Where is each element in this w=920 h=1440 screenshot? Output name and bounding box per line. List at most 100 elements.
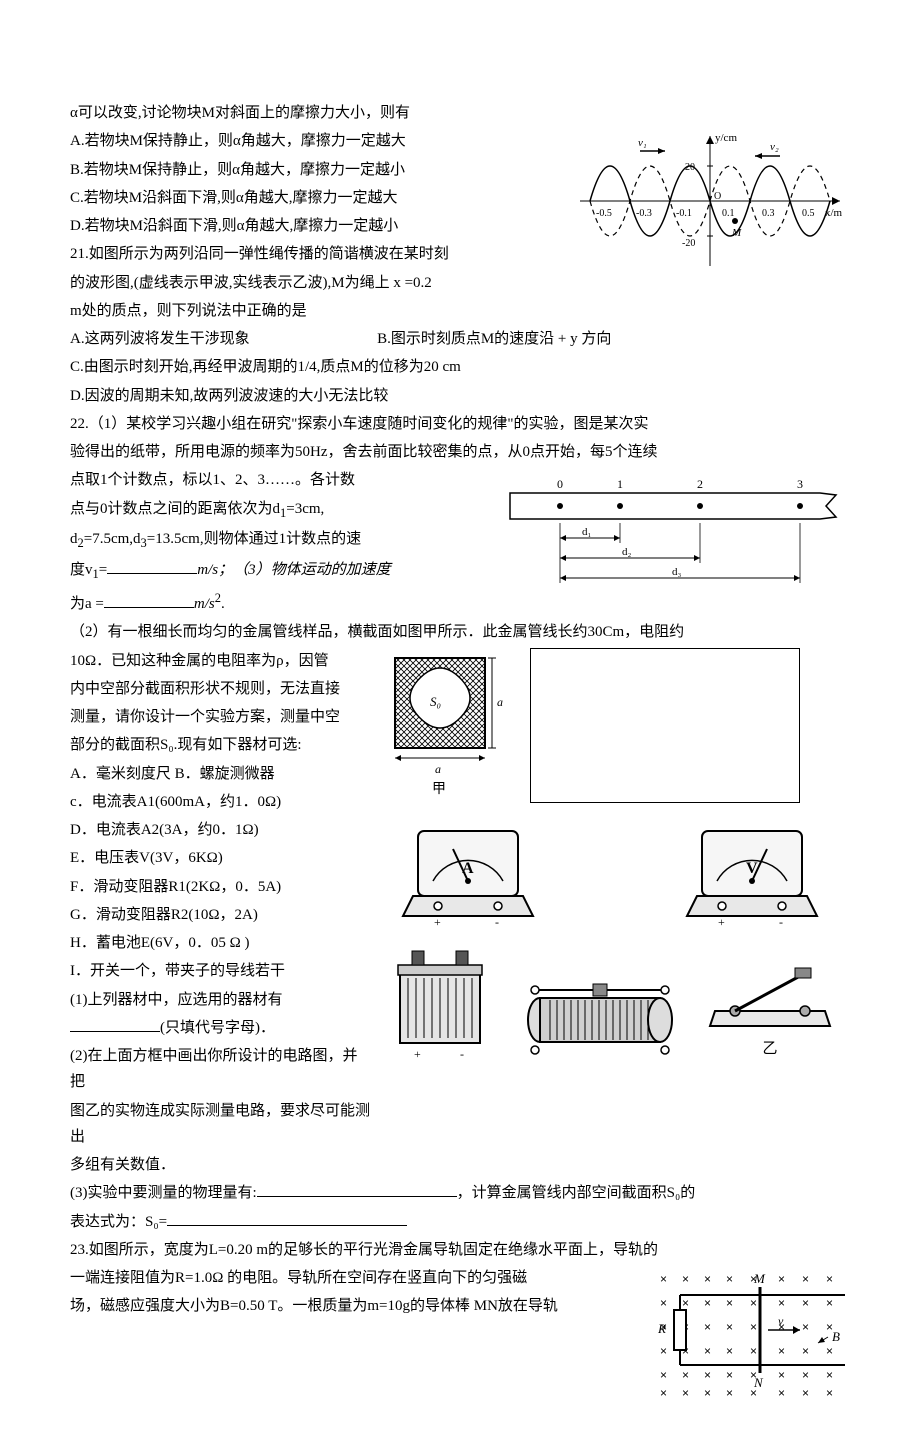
q22-2-intro1: （2）有一根细长而均匀的金属管线样品，横截面如图甲所示．此金属管线长约30Cm，… (70, 619, 850, 645)
svg-text:×: × (660, 1272, 667, 1286)
svg-text:M: M (753, 1271, 766, 1286)
q22-line7: 为a =m/s2. (70, 588, 500, 617)
q22-2-F: F．滑动变阻器R1(2KΩ，0．5A) (70, 874, 370, 900)
q23-line1: 23.如图所示，宽度为L=0.20 m的足够长的平行光滑金属导轨固定在绝缘水平面… (70, 1237, 850, 1263)
q22-line4: 点与0计数点之间的距离依次为d1=3cm, (70, 496, 500, 525)
svg-text:v₂: v₂ (770, 141, 779, 153)
q22-line3: 点取1个计数点，标以1、2、3……。各计数 (70, 467, 500, 493)
rail-figure: ×××××××× ×××××××× ×××××××× ×××××××× ××××… (650, 1265, 850, 1400)
wave-ylabel: y/cm (715, 132, 737, 144)
q22-2-sub2b: 图乙的实物连成实际测量电路，要求尽可能测出 (70, 1098, 370, 1151)
svg-text:×: × (682, 1386, 689, 1400)
blank-S0-expression (167, 1209, 407, 1226)
q21-intro3: m处的质点，则下列说法中正确的是 (70, 298, 570, 324)
svg-text:-0.3: -0.3 (636, 208, 652, 219)
svg-text:×: × (726, 1386, 733, 1400)
svg-text:×: × (802, 1368, 809, 1382)
svg-text:×: × (704, 1272, 711, 1286)
wave-figure: y/cm x/m 20 -20 -0.5 -0.3 -0.1 0.1 0.3 0… (570, 126, 850, 276)
q22-2-text: 10Ω．已知这种金属的电阻率为ρ，因管 内中空部分截面积形状不规则，无法直接 测… (70, 648, 370, 1181)
svg-text:v: v (778, 1314, 784, 1328)
q21-C: C.由图示时刻开始,再经甲波周期的1/4,质点M的位移为20 cm (70, 354, 850, 380)
q21-A: A.这两列波将发生干涉现象 (70, 331, 250, 347)
q23-line3: 场，磁感应强度大小为B=0.50 T。一根质量为m=10g的导体棒 MN放在导轨 (70, 1293, 650, 1319)
q22-2-intro4: 测量，请你设计一个实验方案，测量中空 (70, 704, 370, 730)
svg-text:d₃: d₃ (672, 566, 682, 578)
svg-text:×: × (726, 1272, 733, 1286)
q22-2-intro5: 部分的截面积S₀.现有如下器材可选: (70, 732, 370, 758)
q22-2-D: D．电流表A2(3A，约0．1Ω) (70, 817, 370, 843)
q22-line2: 验得出的纸带，所用电源的频率为50Hz，舍去前面比较密集的点，从0点开始，每5个… (70, 439, 850, 465)
q22-2-sub1a: (1)上列器材中，应选用的器材有 (70, 987, 370, 1013)
blank-v1 (107, 558, 197, 575)
svg-text:A: A (462, 860, 474, 877)
q23-block: 一端连接阻值为R=1.0Ω 的电阻。导轨所在空间存在竖直向下的匀强磁 场，磁感应… (70, 1265, 850, 1400)
svg-text:×: × (682, 1368, 689, 1382)
q22-2-sub2a: (2)在上面方框中画出你所设计的电路图，并把 (70, 1043, 370, 1096)
svg-text:0.1: 0.1 (722, 208, 735, 219)
svg-text:0: 0 (557, 477, 563, 491)
q21-intro1: 21.如图所示为两列沿同一弹性绳传播的简谐横波在某时刻 (70, 241, 570, 267)
svg-text:O: O (714, 191, 721, 202)
svg-text:-20: -20 (682, 238, 695, 249)
blank-a (104, 592, 194, 609)
svg-text:-0.5: -0.5 (596, 208, 612, 219)
svg-text:×: × (802, 1296, 809, 1310)
q22-line1: 22.（1）某校学习兴趣小组在研究"探索小车速度随时间变化的规律"的实验，图是某… (70, 411, 850, 437)
svg-text:×: × (726, 1320, 733, 1334)
svg-text:a: a (435, 762, 441, 776)
voltmeter-figure: V + - (682, 821, 822, 931)
svg-text:-: - (495, 915, 499, 929)
svg-text:v₁: v₁ (638, 137, 647, 149)
svg-text:×: × (660, 1296, 667, 1310)
svg-text:-0.1: -0.1 (676, 208, 692, 219)
q22-2-intro2: 10Ω．已知这种金属的电阻率为ρ，因管 (70, 648, 370, 674)
svg-text:+: + (434, 915, 441, 929)
svg-text:-: - (460, 1047, 464, 1061)
svg-text:×: × (826, 1296, 833, 1310)
svg-text:B: B (832, 1329, 840, 1344)
svg-text:×: × (726, 1344, 733, 1358)
q21-D: D.因波的周期未知,故两列波波速的大小无法比较 (70, 383, 850, 409)
q21-intro2: 的波形图,(虚线表示甲波,实线表示乙波),M为绳上 x =0.2 (70, 270, 570, 296)
svg-text:-: - (779, 915, 783, 929)
svg-text:×: × (704, 1320, 711, 1334)
q22-line6: 度v1=m/s；（3）物体运动的加速度 (70, 557, 500, 586)
q22-2-block: 10Ω．已知这种金属的电阻率为ρ，因管 内中空部分截面积形状不规则，无法直接 测… (70, 648, 850, 1181)
rheostat-figure (515, 978, 685, 1063)
q20-B: B.若物块M保持静止，则α角越大，摩擦力一定越小 (70, 157, 570, 183)
q20-q21-block: α可以改变,讨论物块M对斜面上的摩擦力大小，则有 A.若物块M保持静止，则α角越… (70, 100, 850, 326)
svg-text:×: × (802, 1386, 809, 1400)
q22-2-sub1b: (只填代号字母)． (70, 1015, 370, 1041)
blank-choices (70, 1015, 160, 1032)
q20-A: A.若物块M保持静止，则α角越大，摩擦力一定越大 (70, 128, 570, 154)
svg-text:×: × (778, 1296, 785, 1310)
svg-text:×: × (726, 1368, 733, 1382)
svg-text:×: × (778, 1272, 785, 1286)
q22-2-I: I．开关一个，带夹子的导线若干 (70, 958, 370, 984)
svg-text:×: × (704, 1296, 711, 1310)
svg-text:×: × (660, 1368, 667, 1382)
svg-text:×: × (750, 1344, 757, 1358)
svg-text:0.5: 0.5 (802, 208, 815, 219)
svg-text:×: × (778, 1344, 785, 1358)
q22-2-E: E．电压表V(3V，6KΩ) (70, 845, 370, 871)
q22-2-H: H．蓄电池E(6V，0．05 Ω ) (70, 930, 370, 956)
q22-2-A: A．毫米刻度尺 B．螺旋测微器 (70, 761, 370, 787)
q22-2-intro3: 内中空部分截面积形状不规则，无法直接 (70, 676, 370, 702)
svg-text:×: × (750, 1320, 757, 1334)
realistic-caption: 乙 (700, 1036, 840, 1062)
svg-text:+: + (414, 1047, 421, 1061)
q21-AB-row: A.这两列波将发生干涉现象 B.图示时刻质点M的速度沿 + y 方向 (70, 326, 850, 352)
svg-text:×: × (826, 1368, 833, 1382)
svg-text:1: 1 (617, 477, 623, 491)
svg-text:M: M (731, 227, 742, 239)
svg-text:×: × (660, 1386, 667, 1400)
q23-text: 一端连接阻值为R=1.0Ω 的电阻。导轨所在空间存在竖直向下的匀强磁 场，磁感应… (70, 1265, 650, 1322)
q22-2-figures: S₀ a a 甲 A (380, 648, 840, 1063)
svg-text:×: × (726, 1296, 733, 1310)
svg-text:甲: 甲 (432, 782, 446, 797)
q23-line2: 一端连接阻值为R=1.0Ω 的电阻。导轨所在空间存在竖直向下的匀强磁 (70, 1265, 650, 1291)
svg-text:N: N (753, 1375, 764, 1390)
svg-text:×: × (704, 1386, 711, 1400)
